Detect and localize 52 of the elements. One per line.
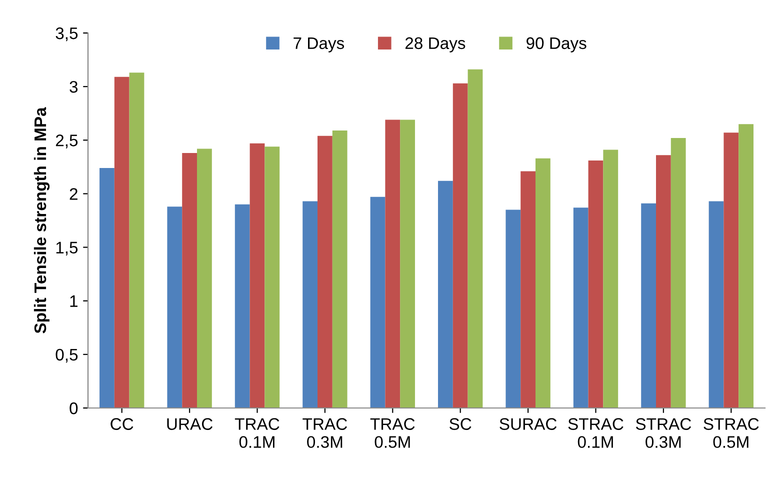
y-tick-label: 0,5	[56, 348, 78, 363]
bar	[724, 132, 739, 408]
bar	[708, 201, 724, 408]
y-axis-title: Split Tensile strength in MPa	[34, 107, 50, 334]
bar	[167, 206, 182, 408]
legend-label: 28 Days	[405, 37, 466, 52]
bar	[182, 153, 197, 408]
y-tick-label: 2	[70, 188, 78, 200]
x-tick-label: SC	[450, 418, 472, 430]
bar	[520, 171, 536, 408]
bar	[332, 130, 348, 408]
x-tick-label: TRAC 0.3M	[302, 418, 347, 448]
bar	[535, 158, 550, 408]
x-tick-label: CC	[110, 418, 134, 430]
y-tick-label: 1,5	[56, 242, 78, 256]
bar	[588, 160, 604, 408]
bar	[234, 204, 250, 408]
bar	[603, 150, 618, 408]
bar	[738, 124, 754, 408]
bar	[506, 210, 521, 408]
x-tick-label: SURAC	[500, 418, 557, 430]
bar	[573, 208, 588, 408]
bar	[468, 69, 483, 408]
bar	[656, 155, 671, 408]
bar	[129, 72, 144, 408]
bar	[670, 138, 686, 408]
bar	[196, 148, 212, 408]
bar	[318, 136, 332, 408]
x-tick-label: TRAC 0.1M	[234, 418, 280, 448]
legend-label: 7 Days	[294, 37, 344, 52]
bar	[114, 76, 130, 408]
bar	[452, 83, 468, 408]
y-tick-label: 2,5	[56, 134, 78, 148]
x-tick-label: STRAC 0.5M	[704, 418, 759, 448]
bar	[400, 120, 415, 408]
y-tick-label: 1	[70, 295, 78, 307]
legend-label: 90 Days	[526, 37, 586, 52]
bar	[302, 201, 318, 408]
bar	[641, 203, 656, 408]
y-tick-label: 3,5	[56, 27, 78, 42]
bar	[264, 146, 280, 408]
bar	[370, 196, 386, 408]
x-tick-label: STRAC 0.1M	[568, 418, 624, 448]
x-tick-label: URAC	[167, 418, 213, 430]
bar	[100, 168, 114, 408]
bar	[438, 180, 453, 408]
bar	[385, 120, 400, 408]
x-tick-label: STRAC 0.3M	[636, 418, 692, 448]
bar	[250, 143, 265, 408]
x-tick-label: TRAC 0.5M	[370, 418, 415, 448]
y-tick-label: 3	[70, 80, 78, 93]
y-tick-label: 0	[70, 402, 78, 414]
